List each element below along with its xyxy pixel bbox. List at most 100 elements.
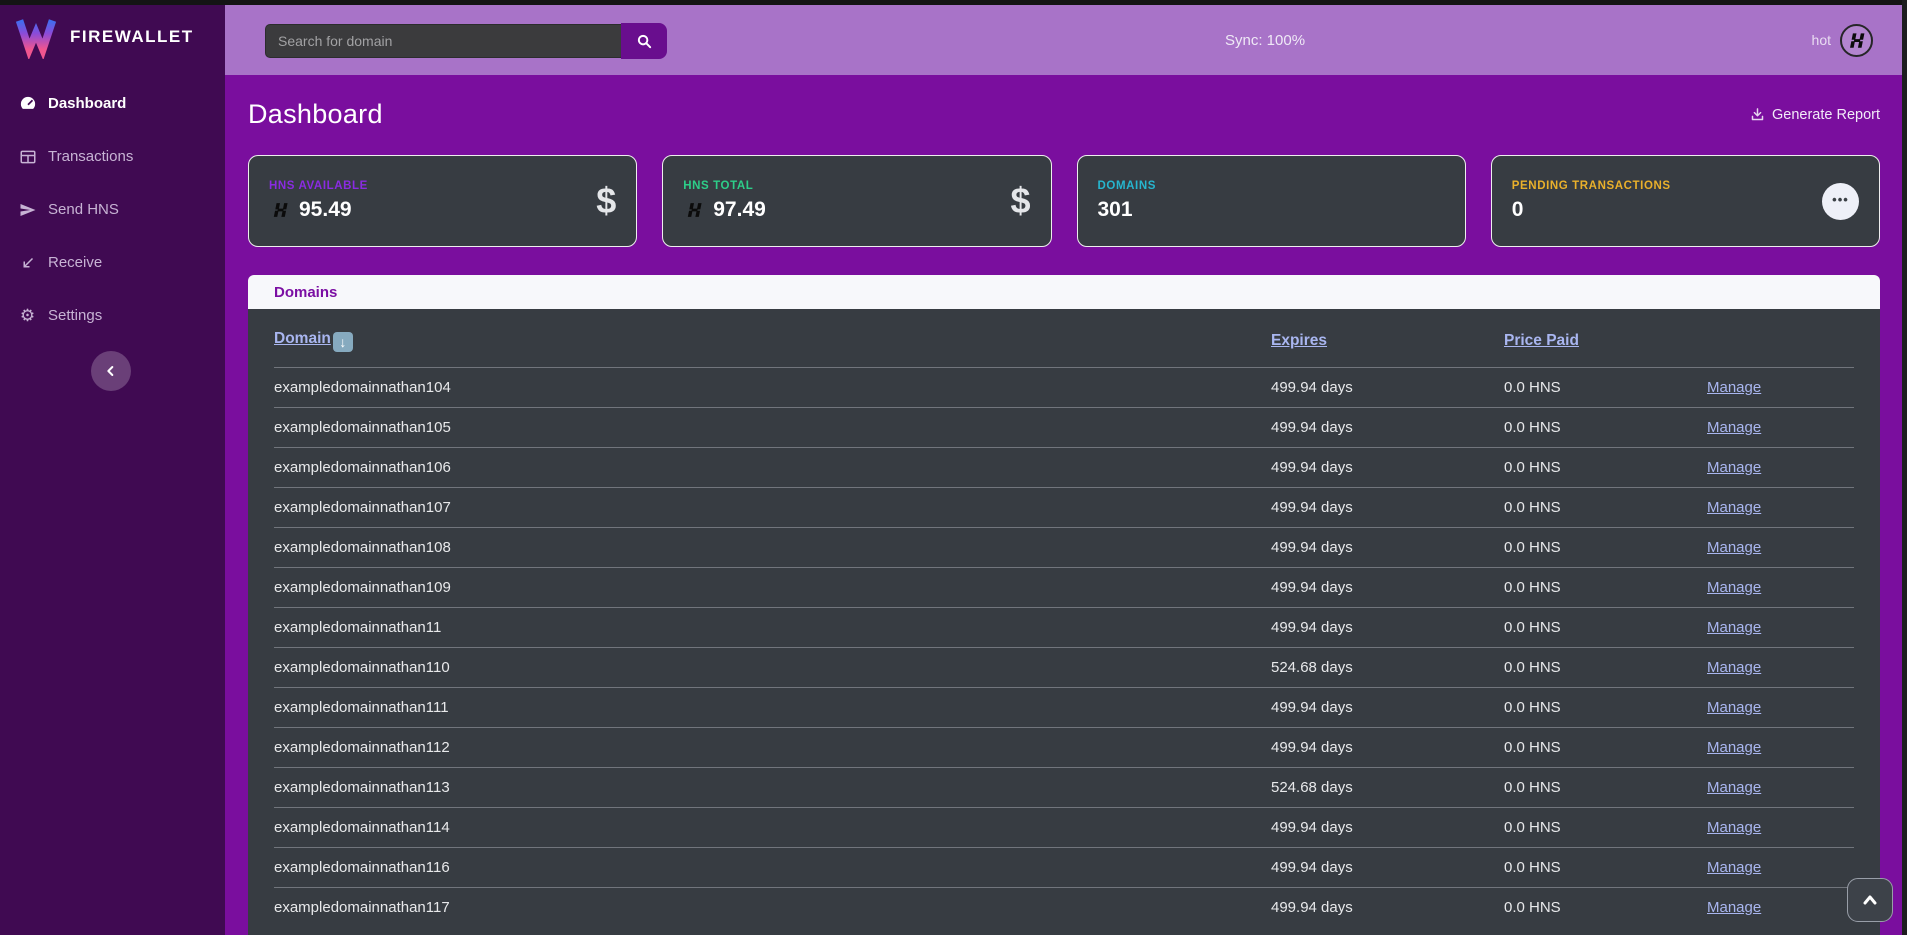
sidebar-item-label: Dashboard — [48, 95, 127, 112]
price-cell: 0.0 HNS — [1504, 539, 1561, 556]
domain-cell: exampledomainnathan11 — [274, 619, 442, 636]
sort-expires-link[interactable]: Expires — [1271, 332, 1328, 349]
table-row: exampledomainnathan104 499.94 days 0.0 HNS… — [274, 367, 1854, 408]
stat-cards-row: HNS AVAILABLE 95.49 $ HNS TOTAL 97.49 $ … — [248, 155, 1880, 247]
manage-link[interactable]: Manage — [1707, 859, 1762, 876]
manage-link[interactable]: Manage — [1707, 499, 1762, 516]
price-cell: 0.0 HNS — [1504, 659, 1561, 676]
manage-cell: Manage — [1707, 808, 1854, 848]
domain-cell: exampledomainnathan104 — [274, 379, 451, 396]
price-cell: 0.0 HNS — [1504, 379, 1561, 396]
sidebar-item-label: Transactions — [48, 148, 134, 165]
table-row: exampledomainnathan117 499.94 days 0.0 HNS… — [274, 887, 1854, 928]
sort-domain-link[interactable]: Domain — [274, 330, 331, 347]
firewallet-logo-icon — [14, 15, 58, 59]
manage-cell: Manage — [1707, 488, 1854, 528]
domain-cell: exampledomainnathan111 — [274, 699, 449, 716]
page-title: Dashboard — [248, 99, 383, 129]
search-icon — [636, 33, 653, 50]
manage-link[interactable]: Manage — [1707, 459, 1762, 476]
domain-cell: exampledomainnathan112 — [274, 739, 450, 756]
manage-link[interactable]: Manage — [1707, 779, 1762, 796]
domain-cell: exampledomainnathan110 — [274, 659, 450, 676]
expires-cell: 499.94 days — [1271, 499, 1353, 516]
manage-cell: Manage — [1707, 408, 1854, 448]
wallet-selector[interactable]: hot — [1812, 5, 1873, 75]
manage-link[interactable]: Manage — [1707, 619, 1762, 636]
table-row: exampledomainnathan107 499.94 days 0.0 HNS… — [274, 487, 1854, 528]
manage-link[interactable]: Manage — [1707, 699, 1762, 716]
handshake-logo-icon — [1840, 23, 1873, 57]
stat-card-hns-available: HNS AVAILABLE 95.49 $ — [248, 155, 638, 247]
sidebar-item-label: Send HNS — [48, 201, 119, 218]
search-input[interactable] — [265, 24, 621, 58]
sidebar-item-label: Settings — [48, 307, 103, 324]
sort-price-paid-link[interactable]: Price Paid — [1504, 332, 1579, 349]
dollar-sign-icon: $ — [596, 180, 617, 221]
stat-card-domains: DOMAINS 301 — [1076, 155, 1466, 247]
sidebar-item-settings[interactable]: ⚙ Settings — [0, 289, 225, 342]
column-header-price-paid: Price Paid — [1504, 309, 1707, 368]
manage-cell: Manage — [1707, 568, 1854, 608]
search-button[interactable] — [621, 23, 667, 59]
panel-title: Domains — [274, 283, 338, 301]
generate-report-label: Generate Report — [1771, 106, 1880, 123]
sidebar-item-transactions[interactable]: Transactions — [0, 130, 225, 183]
domain-cell: exampledomainnathan106 — [274, 459, 451, 476]
chevron-left-icon — [103, 363, 119, 379]
manage-link[interactable]: Manage — [1707, 899, 1762, 916]
stat-card-label: DOMAINS — [1097, 180, 1157, 192]
sidebar-collapse-button[interactable] — [91, 351, 131, 391]
stat-card-pending-transactions: PENDING TRANSACTIONS 0 ••• — [1490, 155, 1880, 247]
price-cell: 0.0 HNS — [1504, 459, 1561, 476]
manage-link[interactable]: Manage — [1707, 819, 1762, 836]
stat-card-value: 301 — [1097, 198, 1133, 221]
manage-link[interactable]: Manage — [1707, 659, 1762, 676]
stat-card-value: 95.49 — [299, 198, 352, 221]
sort-down-arrow-icon: ↓ — [332, 332, 353, 352]
expires-cell: 499.94 days — [1271, 899, 1353, 916]
manage-link[interactable]: Manage — [1707, 739, 1762, 756]
sidebar-item-receive[interactable]: Receive — [0, 236, 225, 289]
domain-cell: exampledomainnathan107 — [274, 499, 451, 516]
gauge-icon — [18, 94, 37, 113]
manage-link[interactable]: Manage — [1707, 539, 1762, 556]
sidebar-item-send-hns[interactable]: Send HNS — [0, 183, 225, 236]
search-group — [265, 23, 667, 59]
stat-card-hns-total: HNS TOTAL 97.49 $ — [662, 155, 1052, 247]
manage-cell: Manage — [1707, 688, 1854, 728]
table-row: exampledomainnathan116 499.94 days 0.0 HNS… — [274, 847, 1854, 888]
table-row: exampledomainnathan109 499.94 days 0.0 HNS… — [274, 567, 1854, 608]
manage-link[interactable]: Manage — [1707, 579, 1762, 596]
expires-cell: 499.94 days — [1271, 619, 1353, 636]
domain-cell: exampledomainnathan116 — [274, 859, 450, 876]
hns-logo-icon — [269, 199, 291, 221]
brand: FIREWALLET — [0, 5, 225, 69]
manage-cell: Manage — [1707, 728, 1854, 768]
expires-cell: 499.94 days — [1271, 379, 1353, 396]
domain-cell: exampledomainnathan113 — [274, 779, 450, 796]
price-cell: 0.0 HNS — [1504, 619, 1561, 636]
wallet-name: hot — [1811, 32, 1831, 48]
expires-cell: 499.94 days — [1271, 819, 1353, 836]
sidebar-item-label: Receive — [48, 254, 103, 271]
brand-name: FIREWALLET — [70, 27, 194, 46]
generate-report-button[interactable]: Generate Report — [1750, 107, 1880, 123]
hns-logo-icon — [683, 199, 705, 221]
gear-icon: ⚙ — [19, 306, 36, 325]
table-row: exampledomainnathan112 499.94 days 0.0 HNS… — [274, 727, 1854, 768]
manage-cell: Manage — [1707, 768, 1854, 808]
expires-cell: 499.94 days — [1271, 539, 1353, 556]
manage-link[interactable]: Manage — [1707, 419, 1762, 436]
stat-card-label: HNS TOTAL — [683, 180, 754, 192]
sidebar: FIREWALLET Dashboard Transactions — [0, 5, 225, 935]
column-header-domain: Domain ↓ — [274, 309, 1271, 368]
domains-panel: Domains Domain ↓ Expires Price Paid — [248, 275, 1880, 935]
pending-transactions-menu-button[interactable]: ••• — [1822, 182, 1859, 220]
sidebar-item-dashboard[interactable]: Dashboard — [0, 77, 225, 130]
scroll-to-top-button[interactable] — [1847, 878, 1893, 922]
manage-link[interactable]: Manage — [1707, 379, 1762, 396]
expires-cell: 499.94 days — [1271, 419, 1353, 436]
price-cell: 0.0 HNS — [1504, 859, 1561, 876]
download-icon — [1750, 107, 1765, 122]
